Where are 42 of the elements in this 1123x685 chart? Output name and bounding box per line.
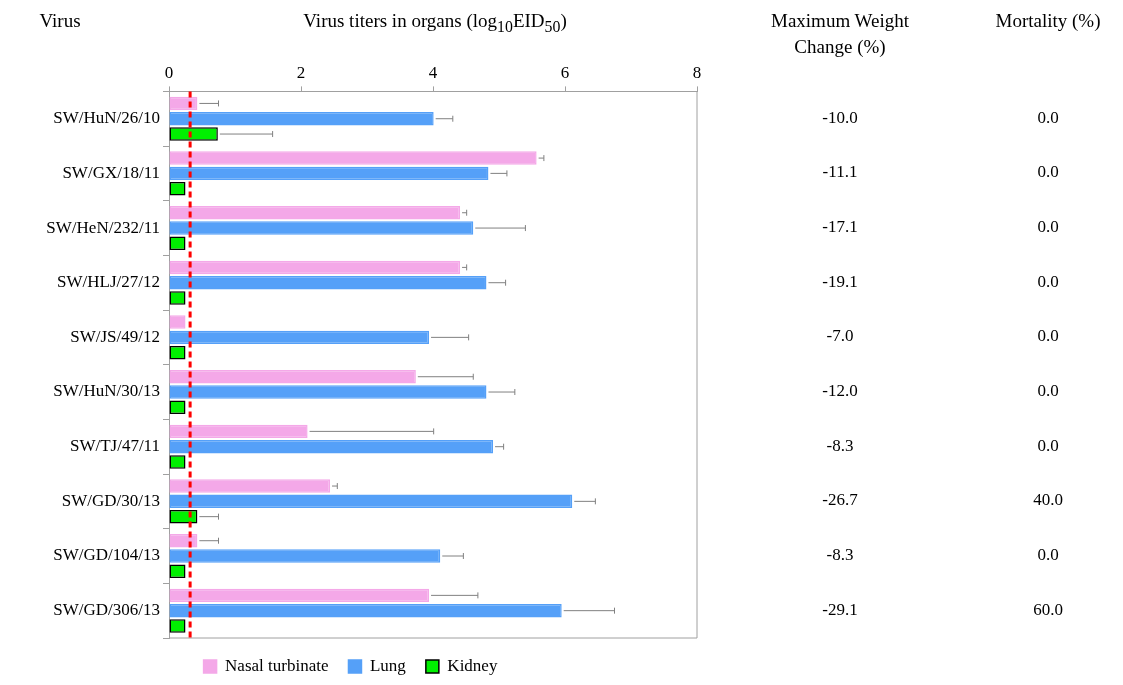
data-label: 0.0 — [1036, 107, 1060, 128]
y-tick-label: SW/HeN/232/11 — [46, 217, 160, 237]
data-label: 60.0 — [1032, 599, 1064, 620]
y-tick-label: SW/HuN/30/13 — [53, 381, 160, 401]
data-label: -10.0 — [821, 107, 859, 128]
x-tick-label: 4 — [428, 62, 438, 82]
data-label: -8.3 — [825, 435, 855, 456]
data-label: -26.7 — [821, 490, 859, 511]
data-label: 0.0 — [1036, 381, 1060, 402]
y-tick-label: SW/HLJ/27/12 — [57, 272, 160, 292]
x-tick-label: 6 — [560, 62, 570, 82]
y-tick-label: SW/HuN/26/10 — [53, 108, 160, 128]
y-tick-label: SW/GD/30/13 — [61, 490, 160, 510]
legend-label: Nasal turbinate — [225, 655, 329, 675]
data-label: 0.0 — [1036, 271, 1060, 292]
data-label: -7.0 — [825, 326, 855, 347]
data-label: 40.0 — [1032, 490, 1064, 511]
x-tick-label: 0 — [164, 62, 174, 82]
y-tick-label: SW/JS/49/12 — [70, 326, 160, 346]
data-label: -29.1 — [821, 599, 859, 620]
y-tick-label: SW/TJ/47/11 — [69, 436, 160, 456]
legend-label: Lung — [369, 655, 407, 675]
chart-title: Virus titers in organs (log$_{10}$EID$_{50}$) — [302, 9, 568, 37]
text: Mortality (%) — [994, 9, 1102, 33]
y-tick-label: SW/GD/306/13 — [53, 600, 160, 620]
x-tick-label: 8 — [692, 62, 702, 82]
text: Maximum Weight Change (%) — [770, 9, 910, 59]
legend-label: Kidney — [447, 655, 498, 675]
data-label: 0.0 — [1036, 162, 1060, 183]
data-label: -19.1 — [821, 271, 859, 292]
data-label: 0.0 — [1036, 326, 1060, 347]
y-axis-title: Virus — [38, 9, 82, 33]
data-label: 0.0 — [1036, 435, 1060, 456]
data-label: -17.1 — [821, 217, 859, 238]
data-label: 0.0 — [1036, 545, 1060, 565]
x-tick-label: 2 — [296, 62, 306, 82]
y-tick-label: SW/GD/104/13 — [53, 545, 160, 565]
data-label: -11.1 — [821, 162, 859, 183]
y-tick-label: SW/GX/18/11 — [62, 162, 160, 182]
data-label: -12.0 — [821, 381, 859, 402]
data-label: -8.3 — [825, 545, 855, 565]
data-label: 0.0 — [1036, 217, 1060, 238]
